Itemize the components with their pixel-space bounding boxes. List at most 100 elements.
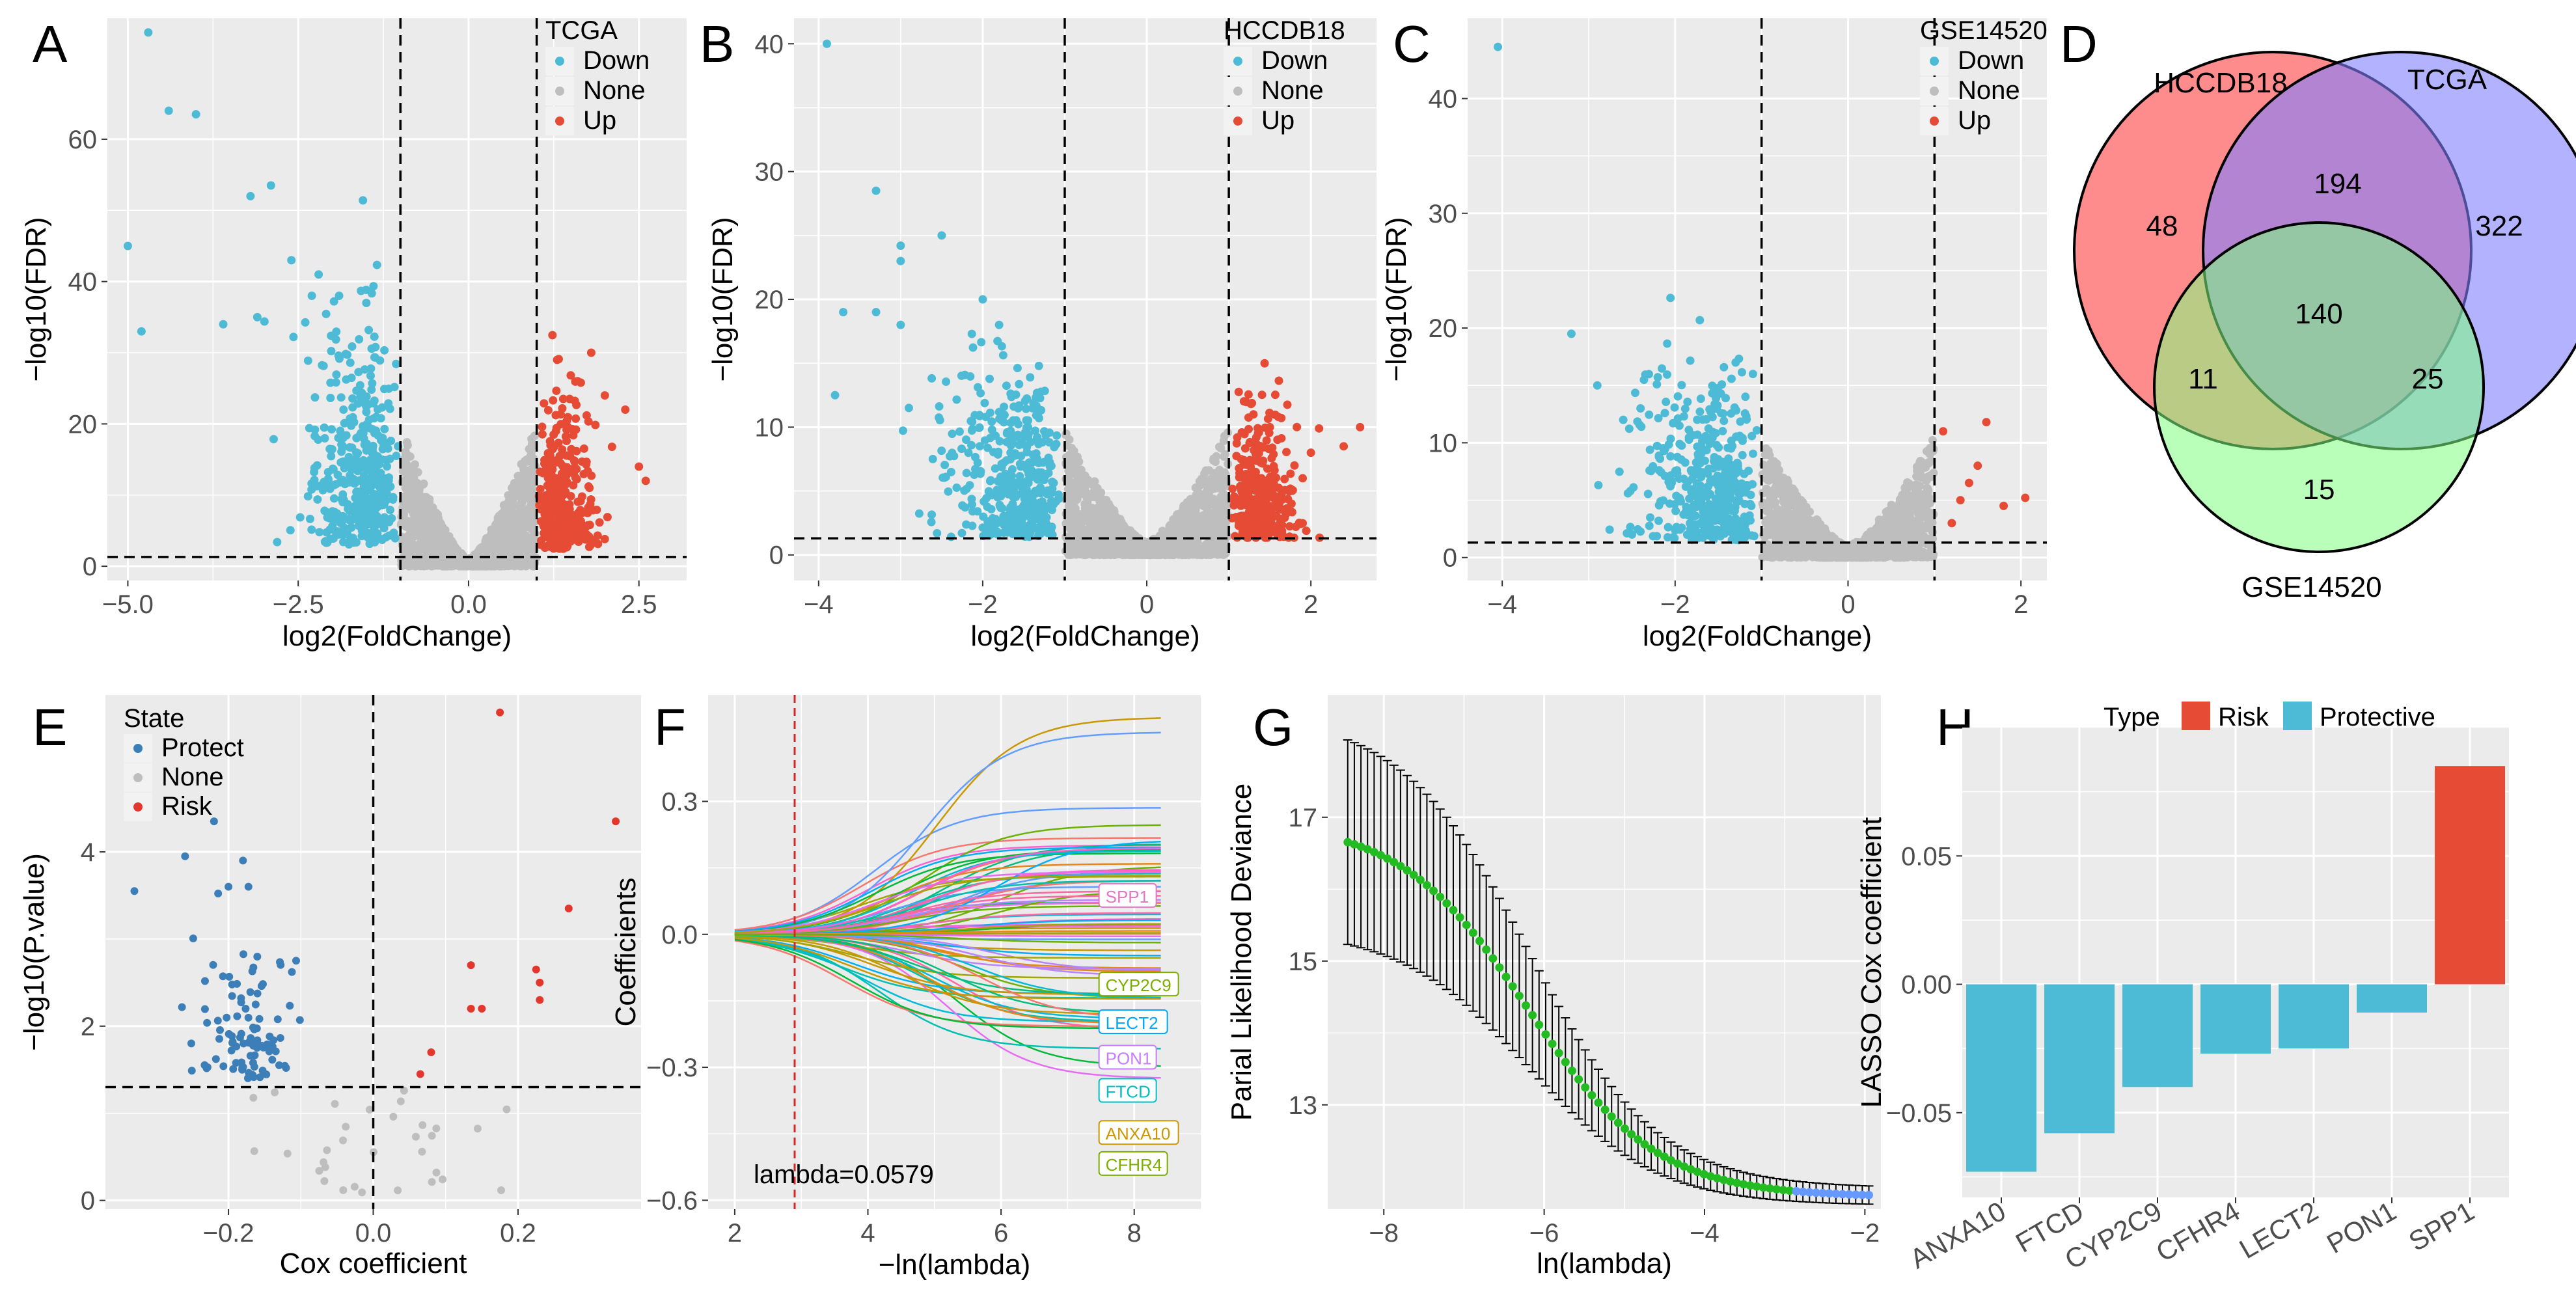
data-point: [327, 444, 336, 454]
data-point: [1171, 520, 1180, 529]
data-point: [546, 516, 555, 525]
data-point: [362, 507, 371, 516]
data-point: [486, 561, 495, 570]
data-point: [973, 383, 982, 392]
panel-label-e: E: [33, 698, 67, 756]
data-point: [937, 446, 946, 456]
data-point: [1038, 521, 1047, 530]
data-point: [1298, 474, 1308, 483]
data-point: [927, 510, 937, 519]
data-point: [1026, 528, 1035, 537]
data-point: [348, 394, 357, 403]
x-tick-label: 0: [1841, 590, 1855, 619]
data-point: [871, 308, 881, 317]
data-point: [562, 416, 571, 426]
data-point: [1040, 387, 1049, 396]
data-point: [1044, 469, 1053, 478]
data-point: [572, 400, 581, 409]
data-point: [527, 514, 536, 523]
data-point: [351, 501, 360, 510]
y-tick-label: 20: [1429, 314, 1458, 343]
data-point: [495, 512, 504, 521]
data-point: [549, 457, 558, 466]
data-point: [958, 501, 967, 510]
data-point: [552, 387, 561, 396]
data-point: [414, 516, 423, 525]
data-point: [1261, 517, 1270, 526]
data-point: [965, 481, 974, 490]
data-point: [1091, 517, 1100, 526]
data-point: [987, 425, 996, 434]
y-tick-label: 60: [68, 126, 98, 154]
data-point: [571, 414, 581, 423]
data-point: [519, 464, 528, 473]
data-point: [1075, 510, 1084, 519]
data-point: [986, 476, 995, 485]
legend-key-up: [1233, 116, 1242, 126]
data-point: [583, 467, 592, 476]
data-point: [944, 487, 953, 496]
data-point: [402, 452, 411, 461]
data-point: [1232, 452, 1241, 461]
data-point: [1203, 500, 1212, 509]
data-point: [412, 528, 421, 537]
x-tick-label: 0.0: [450, 590, 487, 619]
data-point: [1039, 511, 1048, 520]
data-point: [583, 508, 592, 517]
data-point: [339, 495, 348, 504]
data-point: [1259, 443, 1268, 452]
data-point: [962, 469, 971, 478]
data-point: [512, 532, 521, 541]
volcano-gse14520: −4 −2 0 2010203040log2(FoldChange)−log10(FD…: [1380, 16, 2048, 652]
data-point: [1214, 443, 1224, 452]
data-point: [984, 526, 993, 536]
data-point: [484, 547, 493, 556]
panel-label-a: A: [33, 15, 68, 73]
data-point: [1298, 519, 1308, 528]
data-point: [1073, 489, 1082, 498]
data-point: [415, 560, 424, 569]
data-point: [493, 524, 502, 533]
data-point: [295, 513, 305, 522]
data-point: [1032, 402, 1041, 411]
data-point: [362, 285, 371, 294]
data-point: [310, 393, 320, 402]
data-point: [547, 537, 556, 546]
data-point: [970, 471, 979, 480]
data-point: [312, 482, 322, 491]
data-point: [357, 532, 366, 541]
data-point: [368, 424, 377, 433]
data-point: [526, 452, 535, 461]
data-point: [538, 430, 547, 439]
data-point: [367, 385, 376, 394]
data-point: [635, 462, 644, 471]
data-point: [1107, 514, 1116, 523]
data-point: [346, 358, 355, 367]
data-point: [376, 356, 385, 365]
data-point: [1071, 542, 1080, 551]
data-point: [1244, 424, 1253, 433]
volcano-hccdb18: −4 −2 0 2010203040log2(FoldChange)−log10(FD…: [707, 16, 1377, 652]
data-point: [362, 402, 371, 411]
data-point: [329, 494, 338, 503]
data-point: [361, 520, 370, 529]
y-tick-label: 40: [68, 268, 98, 297]
x-tick-label: −4: [1487, 590, 1517, 619]
data-point: [898, 426, 907, 435]
data-point: [322, 538, 331, 547]
y-tick-label: 0: [769, 541, 784, 570]
data-point: [1140, 546, 1149, 555]
data-point: [1039, 458, 1048, 467]
data-point: [1002, 381, 1011, 390]
data-point: [1048, 477, 1057, 486]
data-point: [1129, 546, 1138, 555]
data-point: [1036, 529, 1045, 538]
data-point: [968, 521, 977, 530]
data-point: [1257, 390, 1267, 400]
data-point: [348, 460, 357, 469]
legend-title: TCGA: [545, 16, 618, 45]
data-point: [582, 411, 591, 420]
legend-key-down: [555, 57, 564, 66]
data-point: [1339, 442, 1349, 451]
